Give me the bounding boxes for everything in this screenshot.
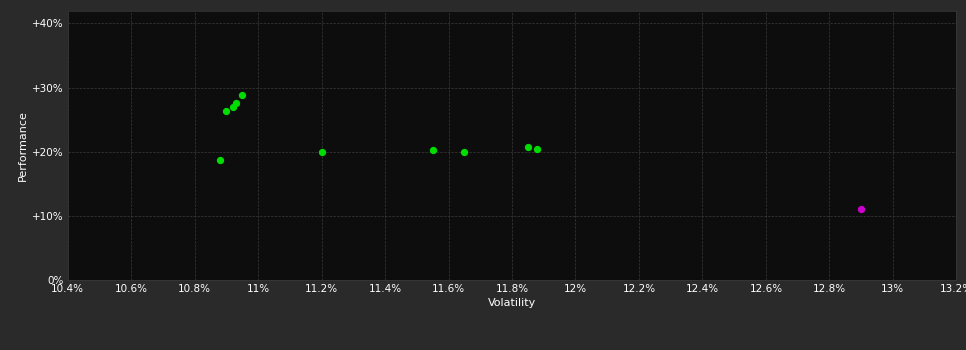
Point: [235, 92, 250, 98]
Point: [853, 206, 868, 212]
Point: [218, 108, 234, 114]
Point: [314, 149, 329, 154]
Y-axis label: Performance: Performance: [17, 110, 28, 181]
Point: [228, 100, 243, 106]
Point: [213, 157, 228, 163]
Point: [225, 104, 241, 110]
Point: [520, 144, 535, 149]
Point: [425, 147, 440, 153]
Point: [529, 146, 545, 152]
Point: [457, 149, 472, 154]
X-axis label: Volatility: Volatility: [488, 298, 536, 308]
